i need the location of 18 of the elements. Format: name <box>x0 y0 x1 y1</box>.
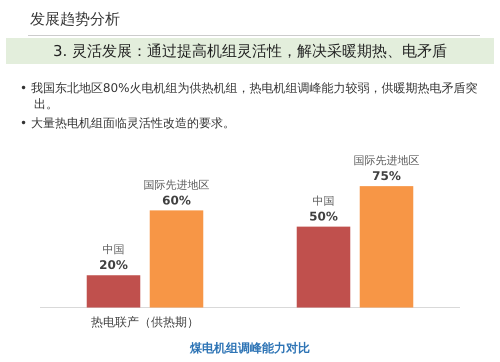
text: 国际先进地区 <box>354 154 420 168</box>
series-label: 国际先进地区 <box>144 178 210 192</box>
bar <box>150 210 204 308</box>
text: 煤电机组调峰能力对比 <box>188 340 311 357</box>
chart-subtitle: 3. 灵活发展：通过提高机组灵活性，解决采暖期热、电矛盾 <box>6 38 494 64</box>
series-label: 中国 <box>102 243 124 256</box>
x-tick-label: 热电联产（供热期） <box>91 315 199 330</box>
data-label: 20% <box>99 258 128 272</box>
data-label: 60% <box>162 193 191 208</box>
text: • 大量热电机组面临灵活性改造的要求。 <box>20 115 236 131</box>
text: 中国 <box>312 194 334 208</box>
bar <box>86 275 140 308</box>
bar <box>360 186 414 308</box>
data-label: 75% <box>372 169 401 184</box>
text: 发展趋势分析 <box>30 10 120 29</box>
bar <box>296 226 350 308</box>
data-label: 50% <box>309 210 338 224</box>
text: • 我国东北地区80%火电机组为供热机组，热电机组调峰能力较弱，供暖期热电矛盾突出。 <box>20 80 479 112</box>
